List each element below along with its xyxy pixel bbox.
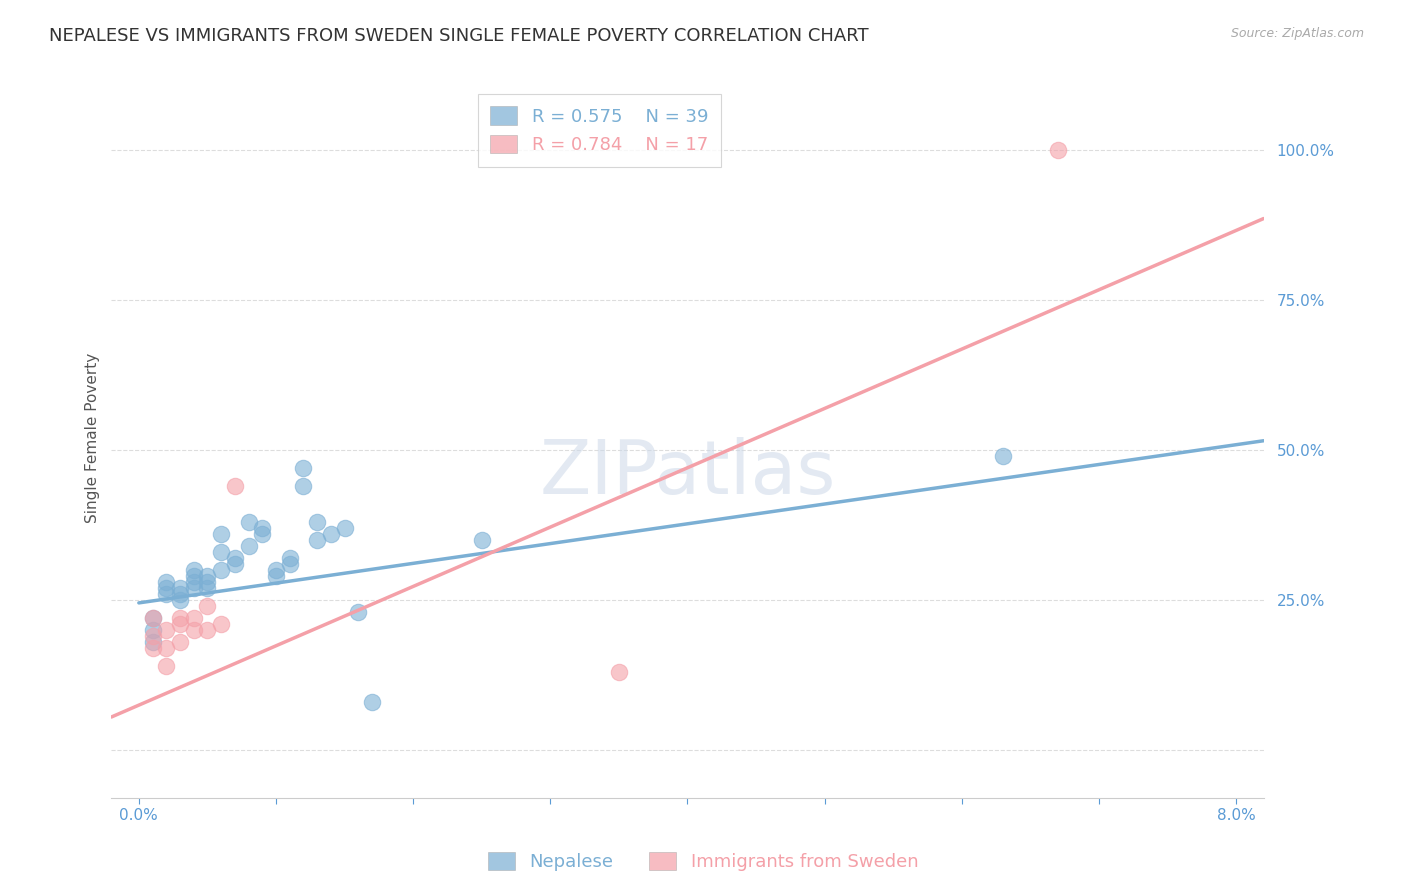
- Point: [209, 526, 232, 541]
- Point: [471, 533, 494, 547]
- Point: [333, 521, 356, 535]
- Point: [155, 659, 177, 673]
- Point: [155, 574, 177, 589]
- Text: NEPALESE VS IMMIGRANTS FROM SWEDEN SINGLE FEMALE POVERTY CORRELATION CHART: NEPALESE VS IMMIGRANTS FROM SWEDEN SINGL…: [49, 27, 869, 45]
- Point: [183, 581, 205, 595]
- Point: [183, 563, 205, 577]
- Point: [307, 533, 329, 547]
- Point: [183, 569, 205, 583]
- Point: [292, 460, 315, 475]
- Point: [278, 557, 301, 571]
- Point: [155, 581, 177, 595]
- Point: [238, 515, 260, 529]
- Legend: R = 0.575    N = 39, R = 0.784    N = 17: R = 0.575 N = 39, R = 0.784 N = 17: [478, 94, 721, 167]
- Point: [142, 611, 165, 625]
- Point: [209, 563, 232, 577]
- Text: ZIPatlas: ZIPatlas: [540, 437, 835, 510]
- Point: [607, 665, 630, 679]
- Point: [264, 563, 287, 577]
- Point: [169, 593, 191, 607]
- Y-axis label: Single Female Poverty: Single Female Poverty: [86, 352, 100, 523]
- Point: [183, 611, 205, 625]
- Legend: Nepalese, Immigrants from Sweden: Nepalese, Immigrants from Sweden: [481, 845, 925, 879]
- Point: [224, 550, 246, 565]
- Point: [264, 569, 287, 583]
- Point: [278, 550, 301, 565]
- Point: [991, 449, 1014, 463]
- Point: [197, 569, 219, 583]
- Point: [252, 521, 274, 535]
- Point: [197, 623, 219, 637]
- Point: [155, 623, 177, 637]
- Point: [142, 635, 165, 649]
- Point: [183, 574, 205, 589]
- Point: [197, 581, 219, 595]
- Point: [142, 623, 165, 637]
- Point: [183, 623, 205, 637]
- Text: Source: ZipAtlas.com: Source: ZipAtlas.com: [1230, 27, 1364, 40]
- Point: [292, 479, 315, 493]
- Point: [169, 616, 191, 631]
- Point: [197, 599, 219, 613]
- Point: [307, 515, 329, 529]
- Point: [224, 479, 246, 493]
- Point: [319, 526, 342, 541]
- Point: [224, 557, 246, 571]
- Point: [347, 605, 370, 619]
- Point: [155, 587, 177, 601]
- Point: [361, 695, 384, 709]
- Point: [142, 611, 165, 625]
- Point: [169, 581, 191, 595]
- Point: [142, 629, 165, 643]
- Point: [209, 616, 232, 631]
- Point: [155, 640, 177, 655]
- Point: [238, 539, 260, 553]
- Point: [197, 574, 219, 589]
- Point: [169, 587, 191, 601]
- Point: [142, 640, 165, 655]
- Point: [1046, 143, 1069, 157]
- Point: [209, 545, 232, 559]
- Point: [252, 526, 274, 541]
- Point: [169, 635, 191, 649]
- Point: [169, 611, 191, 625]
